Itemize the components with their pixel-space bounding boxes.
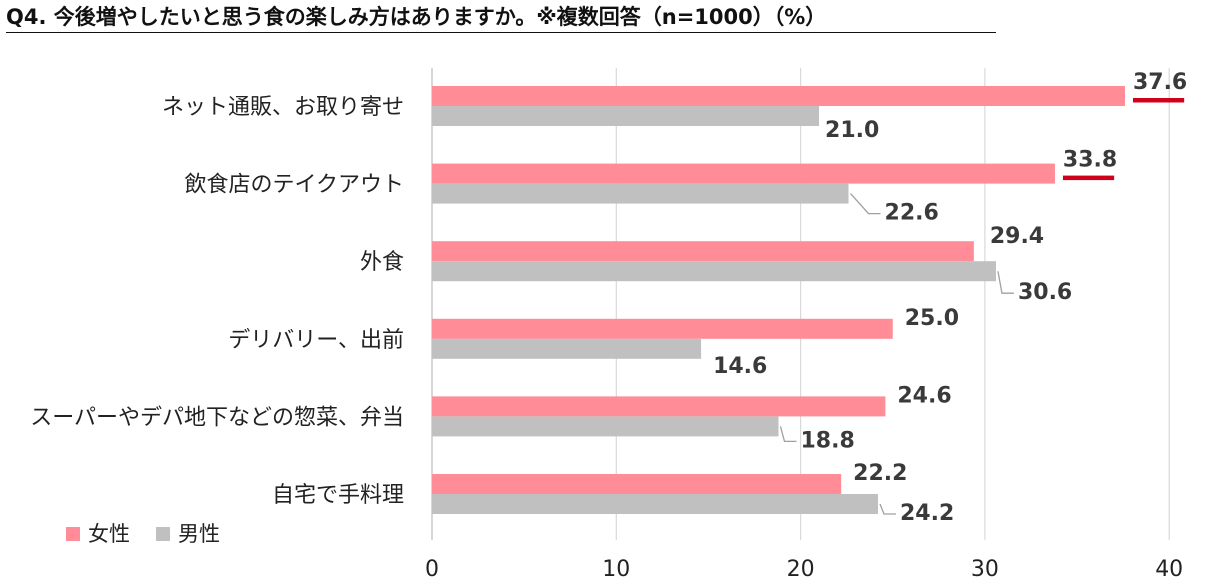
chart-title: Q4. 今後増やしたいと思う食の楽しみ方はありますか。※複数回答（n=1000）…	[6, 2, 996, 33]
x-tick-labels: 0 10 20 30 40	[425, 557, 1183, 582]
bar-female	[432, 163, 1055, 184]
bar-male	[432, 416, 779, 437]
x-tick-20: 20	[787, 557, 815, 582]
value-label-female: 29.4	[990, 224, 1044, 249]
bar-female	[432, 318, 893, 339]
leader-line	[850, 193, 881, 215]
value-label-male: 24.2	[900, 501, 954, 526]
legend-swatch-male	[156, 527, 170, 541]
legend-swatch-female	[66, 527, 80, 541]
highlight-underline	[1132, 98, 1185, 103]
bar-male	[432, 106, 820, 126]
bar-female	[432, 86, 1125, 106]
highlight-underline	[1062, 175, 1115, 181]
bar-male	[432, 183, 849, 204]
bar-female	[432, 396, 886, 417]
bar-female	[432, 474, 842, 494]
value-label-female: 25.0	[905, 306, 959, 331]
bar-male	[432, 494, 879, 514]
value-label-female: 22.2	[853, 461, 907, 486]
value-label-female: 33.8	[1063, 148, 1117, 173]
value-label-male: 18.8	[800, 428, 854, 453]
x-tick-40: 40	[1155, 557, 1183, 582]
gridlines	[431, 68, 1170, 540]
value-labels: 37.6 21.0 33.8 22.6 29.4 30.6 25.0 14.6 24.6 18.8…	[713, 70, 1187, 526]
bars	[432, 86, 1125, 514]
category-label: 自宅で手料理	[272, 483, 404, 508]
leader-line	[997, 271, 1014, 294]
legend-label-male: 男性	[178, 522, 220, 546]
legend-label-female: 女性	[88, 522, 130, 546]
category-label: デリバリー、出前	[228, 328, 404, 353]
category-label: ネット通販、お取り寄せ	[162, 95, 404, 120]
bar-male	[432, 338, 702, 359]
x-tick-0: 0	[425, 557, 439, 582]
bar-male	[432, 261, 996, 282]
bar-female	[432, 241, 974, 262]
category-label: 飲食店のテイクアウト	[184, 173, 404, 198]
x-tick-10: 10	[602, 557, 630, 582]
value-label-male: 22.6	[885, 201, 939, 226]
leader-line	[879, 503, 897, 515]
value-label-male: 21.0	[825, 118, 879, 143]
legend: 女性 男性	[66, 522, 220, 546]
value-label-female: 24.6	[897, 383, 951, 408]
category-label: スーパーやデパ地下などの惣菜、弁当	[30, 405, 404, 430]
value-label-male: 14.6	[713, 354, 767, 379]
value-label-male: 30.6	[1018, 280, 1072, 305]
category-label: 外食	[360, 250, 404, 275]
category-labels: ネット通販、お取り寄せ飲食店のテイクアウト外食デリバリー、出前スーパーやデパ地下…	[30, 95, 404, 508]
leader-line	[779, 426, 797, 443]
x-tick-30: 30	[971, 557, 999, 582]
value-label-female: 37.6	[1133, 70, 1187, 95]
